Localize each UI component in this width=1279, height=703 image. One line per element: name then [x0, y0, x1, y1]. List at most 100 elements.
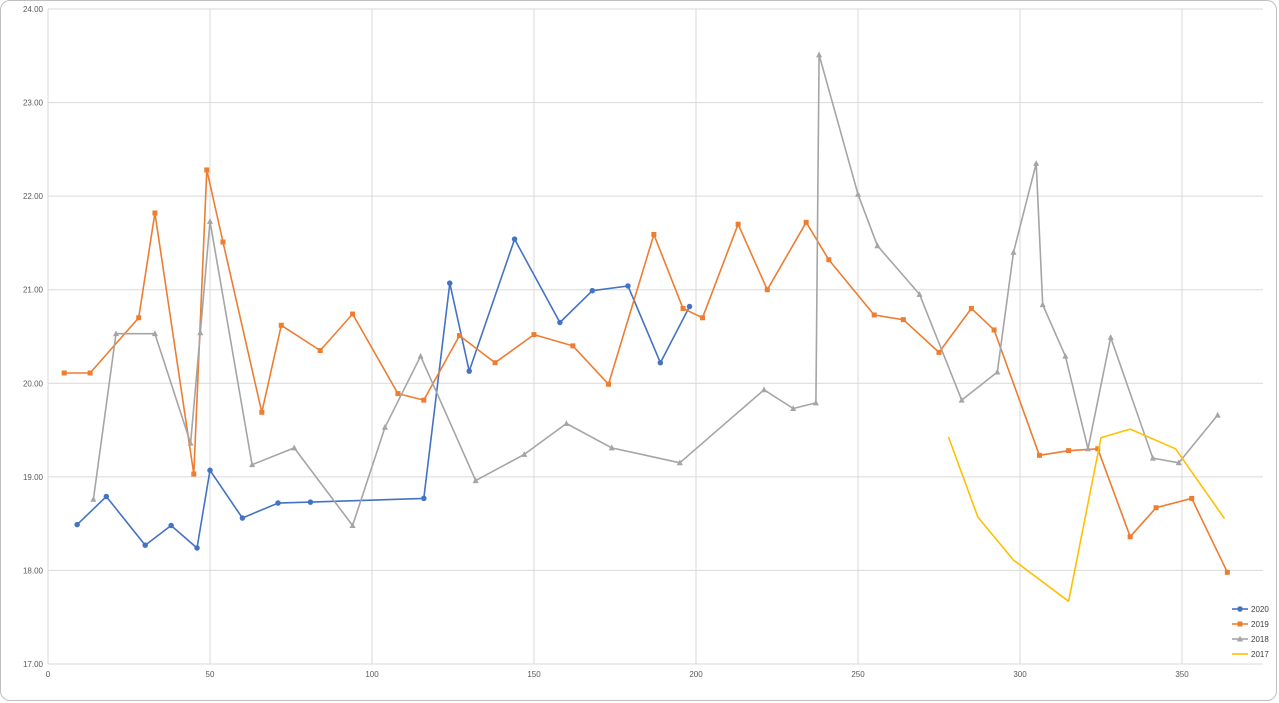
data-point-2018 — [1062, 352, 1069, 359]
data-point-2019 — [220, 239, 226, 245]
legend-item-2018: 2018 — [1232, 635, 1269, 644]
data-point-2018 — [994, 368, 1001, 375]
data-point-2018 — [790, 405, 797, 412]
data-point-2018 — [812, 399, 819, 406]
legend-label: 2017 — [1251, 650, 1269, 659]
legend-swatch-marker — [1237, 606, 1243, 612]
x-tick-label: 300 — [1013, 670, 1027, 679]
x-axis-tick-labels: 0 50 100 150 200 250 300 350 — [46, 670, 1189, 679]
x-tick-label: 100 — [365, 670, 379, 679]
data-point-2019 — [826, 257, 832, 263]
data-point-2019 — [1127, 534, 1133, 540]
data-point-2020 — [168, 522, 174, 529]
data-point-2019 — [651, 232, 657, 238]
series-line-2018 — [92, 54, 1219, 527]
data-point-2019 — [968, 305, 974, 311]
data-point-2019 — [350, 311, 356, 317]
data-point-2020 — [207, 467, 213, 474]
series-layer — [61, 51, 1230, 603]
data-point-2019 — [570, 343, 576, 349]
data-point-2019 — [259, 409, 265, 415]
data-point-2018 — [816, 51, 823, 58]
data-point-2018 — [958, 396, 965, 403]
data-point-2019 — [492, 360, 498, 366]
data-point-2018 — [608, 444, 615, 451]
data-point-2018 — [676, 459, 683, 466]
data-point-2018 — [249, 461, 256, 468]
data-point-2018 — [151, 330, 158, 337]
data-point-2018 — [1033, 160, 1040, 166]
data-point-2019 — [1189, 495, 1195, 501]
data-point-2019 — [803, 219, 809, 225]
y-tick-label: 21.00 — [23, 286, 44, 295]
data-point-2019 — [456, 333, 462, 339]
series-line-2017 — [947, 428, 1225, 603]
data-point-2019 — [395, 391, 401, 397]
legend-label: 2018 — [1251, 635, 1269, 644]
series-2017 — [947, 428, 1225, 603]
legend-label: 2019 — [1251, 620, 1269, 629]
data-point-2020 — [589, 287, 596, 294]
data-point-2018 — [90, 496, 97, 502]
y-tick-label: 22.00 — [23, 192, 44, 201]
data-point-2020 — [307, 499, 314, 505]
data-point-2019 — [735, 221, 741, 227]
data-point-2018 — [113, 330, 120, 337]
data-point-2019 — [421, 397, 427, 403]
data-point-2018 — [291, 444, 298, 451]
data-point-2019 — [191, 471, 197, 477]
data-point-2018 — [874, 242, 881, 249]
series-line-2020 — [76, 238, 691, 549]
data-point-2019 — [136, 315, 142, 321]
data-point-2018 — [854, 190, 862, 197]
data-point-2020 — [466, 368, 472, 374]
data-point-2020 — [275, 500, 281, 506]
data-point-2018 — [206, 218, 214, 224]
legend-item-2019: 2019 — [1232, 620, 1269, 629]
data-point-2019 — [278, 322, 284, 328]
data-point-2018 — [1085, 445, 1092, 452]
legend-item-2017: 2017 — [1232, 650, 1269, 659]
data-point-2018 — [1149, 454, 1156, 461]
data-point-2020 — [194, 545, 200, 551]
y-tick-label: 19.00 — [23, 473, 44, 482]
data-point-2018 — [417, 352, 424, 359]
x-tick-label: 150 — [527, 670, 541, 679]
data-point-2018 — [1107, 334, 1114, 340]
x-tick-label: 50 — [206, 670, 215, 679]
data-point-2018 — [563, 420, 570, 426]
data-point-2018 — [349, 522, 356, 528]
data-point-2019 — [87, 370, 93, 376]
data-point-2019 — [764, 287, 770, 293]
y-tick-label: 18.00 — [23, 566, 44, 575]
data-point-2019 — [871, 312, 877, 318]
legend-label: 2020 — [1251, 605, 1269, 614]
series-2018 — [90, 51, 1221, 528]
y-tick-label: 23.00 — [23, 99, 44, 108]
data-point-2019 — [699, 315, 705, 321]
y-tick-label: 24.00 — [23, 5, 44, 14]
data-point-2019 — [317, 348, 323, 354]
x-tick-label: 200 — [689, 670, 703, 679]
data-point-2019 — [152, 210, 158, 216]
data-point-2018 — [521, 451, 528, 457]
data-point-2018 — [1214, 411, 1221, 418]
data-point-2020 — [686, 303, 693, 310]
data-point-2019 — [936, 349, 942, 355]
data-point-2018 — [197, 329, 204, 336]
legend: 2020 2019 2018 2017 — [1232, 605, 1269, 659]
data-point-2018 — [472, 477, 479, 484]
x-tick-label: 250 — [851, 670, 865, 679]
y-tick-label: 20.00 — [23, 379, 44, 388]
data-point-2020 — [657, 359, 664, 366]
data-point-2019 — [1224, 569, 1230, 575]
data-point-2019 — [1036, 452, 1042, 458]
data-point-2020 — [103, 493, 110, 500]
data-point-2020 — [74, 521, 80, 528]
data-point-2019 — [606, 381, 612, 387]
gridlines — [47, 8, 1263, 665]
data-point-2019 — [900, 317, 906, 323]
data-point-2019 — [531, 332, 537, 338]
